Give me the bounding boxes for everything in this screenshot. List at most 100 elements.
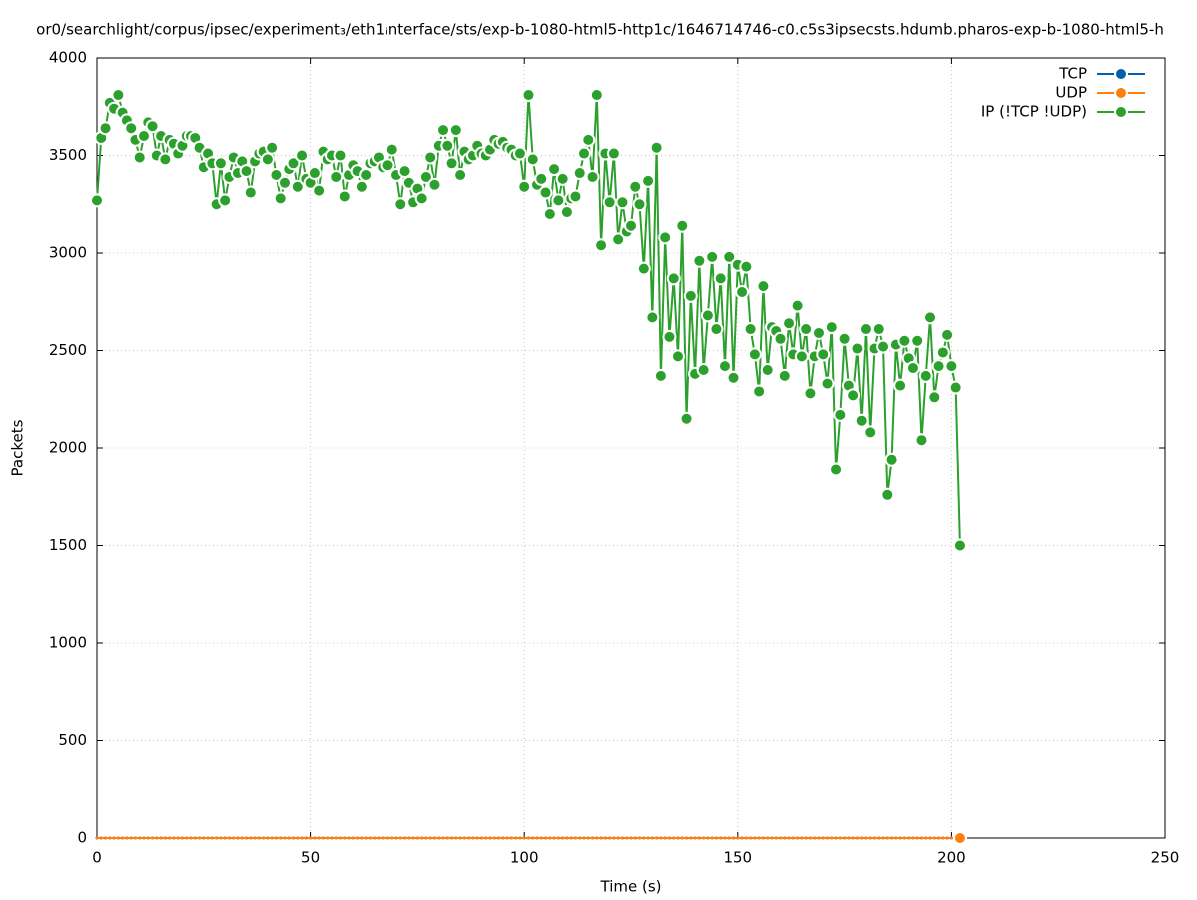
data-point — [215, 836, 219, 840]
data-point — [373, 836, 377, 840]
data-point — [313, 836, 317, 840]
data-point — [791, 836, 795, 840]
data-point — [116, 836, 120, 840]
data-point — [777, 368, 792, 383]
data-point — [629, 836, 633, 840]
data-point — [739, 259, 754, 274]
data-point — [830, 836, 834, 840]
data-point — [300, 836, 304, 840]
data-point — [548, 836, 552, 840]
data-point — [521, 88, 536, 103]
data-point — [628, 179, 643, 194]
data-point — [923, 310, 938, 325]
legend-label: IP (!TCP !UDP) — [981, 103, 1087, 121]
legend-label: TCP — [1058, 65, 1087, 83]
data-point — [735, 285, 750, 299]
data-point — [573, 836, 577, 840]
data-point — [534, 171, 549, 186]
data-point — [121, 836, 125, 840]
data-point — [577, 146, 592, 161]
data-point — [427, 177, 442, 192]
data-point — [321, 836, 325, 840]
y-tick-label: 0 — [77, 829, 87, 847]
data-point — [753, 836, 757, 840]
data-point — [146, 836, 150, 840]
data-point — [924, 836, 928, 840]
data-point — [98, 121, 113, 136]
data-point — [471, 836, 475, 840]
data-point — [572, 166, 587, 181]
data-point — [454, 836, 458, 840]
data-point — [155, 836, 159, 840]
data-point — [847, 836, 851, 840]
data-point — [172, 836, 176, 840]
data-point — [636, 261, 651, 276]
data-point — [210, 836, 214, 840]
data-point — [914, 433, 929, 448]
data-point — [616, 836, 620, 840]
data-point — [658, 230, 673, 245]
data-point — [881, 836, 885, 840]
data-point — [236, 836, 240, 840]
data-point — [539, 836, 543, 840]
data-point — [556, 836, 560, 840]
data-point — [538, 185, 553, 200]
data-point — [787, 836, 791, 840]
data-point — [833, 407, 848, 422]
chart-title: or0/searchlight/corpus/ipsec/experiment₃… — [36, 21, 1164, 39]
data-point — [151, 836, 155, 840]
data-point — [693, 836, 697, 840]
data-point — [873, 836, 877, 840]
data-point — [952, 831, 967, 845]
data-point — [632, 197, 647, 212]
data-point — [884, 452, 899, 467]
data-point — [522, 836, 526, 840]
data-point — [484, 836, 488, 840]
data-point — [286, 156, 301, 171]
data-point — [312, 183, 327, 198]
data-point — [585, 169, 600, 184]
data-point — [95, 836, 99, 840]
data-point — [803, 386, 818, 401]
data-point — [905, 361, 920, 376]
data-point — [620, 836, 624, 840]
data-point — [488, 836, 492, 840]
data-point — [602, 195, 617, 210]
y-tick-label: 1500 — [49, 536, 87, 554]
data-point — [770, 836, 774, 840]
data-point — [854, 413, 869, 428]
data-point — [397, 164, 412, 179]
data-point — [551, 193, 566, 208]
data-point — [176, 836, 180, 840]
data-point — [273, 191, 288, 206]
data-point — [760, 363, 775, 377]
data-point — [329, 169, 344, 184]
data-point — [928, 836, 932, 840]
data-point — [512, 146, 527, 161]
data-point — [799, 322, 814, 337]
y-axis-label: Packets — [9, 419, 27, 476]
data-point — [569, 836, 573, 840]
data-point — [850, 341, 865, 356]
data-point — [608, 836, 612, 840]
data-point — [885, 836, 889, 840]
data-point — [428, 836, 432, 840]
data-point — [415, 836, 419, 840]
data-point — [359, 168, 374, 182]
data-point — [790, 298, 805, 313]
x-tick-label: 0 — [92, 849, 102, 867]
data-point — [782, 316, 797, 331]
data-point — [641, 173, 656, 188]
data-point — [666, 271, 681, 286]
data-point — [262, 836, 266, 840]
data-point — [138, 836, 142, 840]
data-point — [611, 232, 626, 247]
data-point — [547, 162, 562, 177]
data-point — [565, 836, 569, 840]
legend-marker — [1114, 105, 1128, 119]
data-point — [902, 836, 906, 840]
data-point — [544, 836, 548, 840]
data-point — [761, 836, 765, 840]
data-point — [838, 836, 842, 840]
y-tick-label: 3000 — [49, 244, 87, 262]
